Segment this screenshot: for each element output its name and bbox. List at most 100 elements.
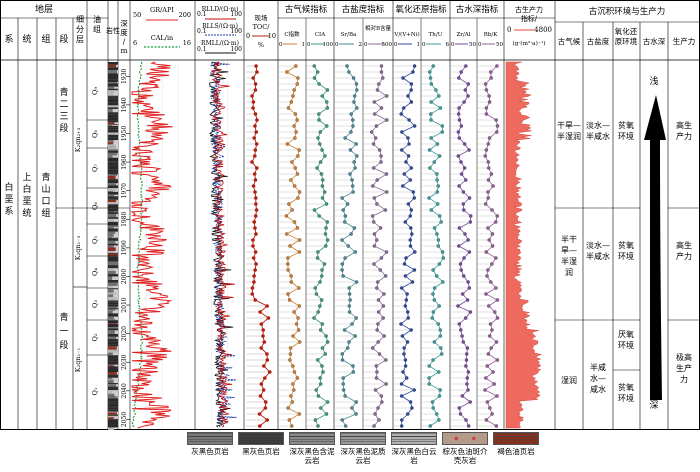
toc-point xyxy=(253,226,257,230)
gr-curve xyxy=(130,61,173,429)
segment-lower-value: 青一段 xyxy=(59,311,68,351)
proxy-point xyxy=(372,112,377,116)
proxy-point xyxy=(296,76,300,80)
lithology-bed xyxy=(108,127,118,130)
proxy-point xyxy=(467,250,472,254)
proxy-point xyxy=(312,208,317,212)
lithology-bed xyxy=(108,73,118,77)
proxy-point xyxy=(292,388,296,392)
proxy-point xyxy=(291,364,295,368)
proxy-point xyxy=(435,190,440,194)
lithology-bed xyxy=(108,302,118,305)
proxy-point xyxy=(319,298,324,302)
proxy-point xyxy=(314,292,319,296)
proxy-point xyxy=(383,208,388,212)
lithology-bed xyxy=(108,202,117,205)
proxy-point xyxy=(341,382,345,386)
lithology-bed xyxy=(108,112,118,115)
proxy-point xyxy=(347,340,351,344)
svg-text:RMLL/(Ω·m): RMLL/(Ω·m) xyxy=(201,40,239,47)
proxy-point xyxy=(340,352,345,356)
proxy-point xyxy=(439,352,444,356)
lithology-bed xyxy=(108,268,114,271)
depth-tick-label: 2000 xyxy=(121,269,128,284)
lithology-bed xyxy=(108,368,118,373)
toc-point xyxy=(251,256,256,260)
lithology-bed xyxy=(108,83,118,87)
lithology-bed xyxy=(108,364,113,366)
proxy-point xyxy=(353,250,358,254)
proxy-point xyxy=(405,292,409,296)
proxy-point xyxy=(428,166,432,170)
stratum-header: 地层 xyxy=(35,3,53,15)
proxy-point xyxy=(410,280,415,284)
proxy-point xyxy=(486,178,491,182)
proxy-point xyxy=(460,334,464,338)
lithology-bed xyxy=(108,161,118,163)
proxy-point xyxy=(402,346,406,350)
legend-label: 深灰黑色含泥云岩 xyxy=(289,447,335,465)
segment-upper-value: 青二三段 xyxy=(59,86,68,134)
proxy-point xyxy=(436,184,440,188)
proxy-point xyxy=(484,112,489,116)
toc-point xyxy=(254,202,258,206)
lithology-bed xyxy=(108,205,118,209)
proxy-point xyxy=(402,262,407,266)
proxy-point xyxy=(324,334,328,338)
proxy-point xyxy=(379,154,383,158)
toc-point xyxy=(258,424,262,428)
lithology-bed xyxy=(108,256,118,259)
proxy-point xyxy=(288,346,293,350)
proxy-point xyxy=(467,196,472,200)
group-header: 组 xyxy=(41,33,50,45)
proxy-point xyxy=(316,424,320,428)
lithology-bed xyxy=(108,427,115,430)
proxy-point xyxy=(408,238,412,242)
lithology-bed xyxy=(108,396,118,398)
env-prod-row-2: 高生产力 xyxy=(676,240,692,261)
proxy-point xyxy=(340,238,344,242)
toc-point xyxy=(252,280,256,284)
proxy-point xyxy=(385,118,389,122)
proxy-point xyxy=(408,244,413,248)
proxy-point xyxy=(399,322,403,326)
proxy-point xyxy=(352,226,357,230)
proxy-point xyxy=(322,262,327,266)
svg-text:RLLD/(Ω·m): RLLD/(Ω·m) xyxy=(202,6,239,13)
toc-point xyxy=(253,190,257,194)
svg-text:0.1: 0.1 xyxy=(197,11,207,18)
proxy-point xyxy=(410,232,414,236)
lithology-bed xyxy=(108,88,118,91)
lithology-bed xyxy=(108,361,118,365)
proxy-point xyxy=(318,280,322,284)
proxy-point xyxy=(412,196,417,200)
proxy-point xyxy=(412,124,417,128)
proxy-point xyxy=(379,70,384,74)
proxy-point xyxy=(324,412,329,416)
proxy-point xyxy=(286,292,290,296)
proxy-point xyxy=(379,160,383,164)
proxy-point xyxy=(372,100,377,104)
gr-cal-track xyxy=(130,61,179,429)
proxy-point xyxy=(294,130,298,134)
proxy-point xyxy=(350,322,354,326)
proxy-point xyxy=(379,394,384,398)
proxy-point xyxy=(466,238,470,242)
proxy-point xyxy=(484,292,488,296)
paleosalinity-header: 古盐度指标 xyxy=(342,4,385,15)
depth-tick-label: 2020 xyxy=(121,326,128,341)
proxy-point xyxy=(487,304,491,308)
env-redox-row-3b: 贫氧环境 xyxy=(618,382,634,403)
proxy-point xyxy=(400,334,405,338)
proxy-point xyxy=(315,358,320,362)
resistivity-header: RLLD/(Ω·m) 0.1 100 RLLS/(Ω·m) 0.1 100 RM… xyxy=(197,6,242,54)
proxy-point xyxy=(379,64,384,68)
proxy-point xyxy=(486,190,490,194)
proxy-point xyxy=(409,82,414,86)
toc-point xyxy=(257,412,262,416)
proxy-point xyxy=(406,412,410,416)
lithology-bed xyxy=(108,391,113,394)
lithology-bed xyxy=(108,199,117,203)
svg-text:0: 0 xyxy=(507,26,511,34)
proxy-point xyxy=(371,184,375,188)
